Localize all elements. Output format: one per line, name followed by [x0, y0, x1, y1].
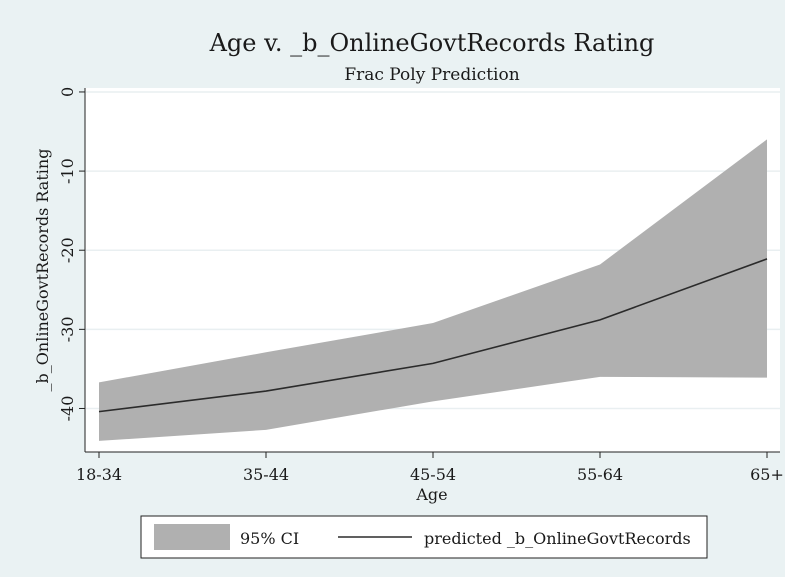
- ci-band-area: [99, 139, 767, 441]
- axis-layer: 0 -10 -20 -30 -40 18-34 35-44 45-54 55-64 65+: [58, 87, 784, 484]
- chart-subtitle: Frac Poly Prediction: [344, 65, 519, 85]
- chart-title: Age v. _b_OnlineGovtRecords Rating: [209, 29, 655, 57]
- y-axis-title: _b_OnlineGovtRecords Rating: [33, 149, 52, 392]
- prediction-line: [98, 258, 768, 413]
- y-tick-label: -20: [58, 237, 77, 263]
- x-tick-label: 65+: [750, 465, 784, 484]
- x-axis-title: Age: [415, 485, 447, 504]
- legend-box: [140, 515, 708, 559]
- x-tick-label: 55-64: [577, 465, 623, 484]
- legend-label-ci: 95% CI: [240, 529, 299, 548]
- x-tick-label: 35-44: [243, 465, 289, 484]
- x-tick-label: 45-54: [410, 465, 456, 484]
- ci-band-layer: [99, 139, 767, 441]
- y-tick-label: -30: [58, 316, 77, 342]
- prediction-line-layer: [98, 258, 768, 413]
- y-tick-label: -10: [58, 158, 77, 184]
- y-tick-label: 0: [58, 87, 77, 97]
- y-tick-label: -40: [58, 396, 77, 422]
- legend-swatch-ci: [154, 524, 230, 550]
- legend: 95% CI predicted _b_OnlineGovtRecords: [140, 515, 708, 559]
- x-tick-label: 18-34: [76, 465, 122, 484]
- legend-label-prediction: predicted _b_OnlineGovtRecords: [424, 529, 691, 548]
